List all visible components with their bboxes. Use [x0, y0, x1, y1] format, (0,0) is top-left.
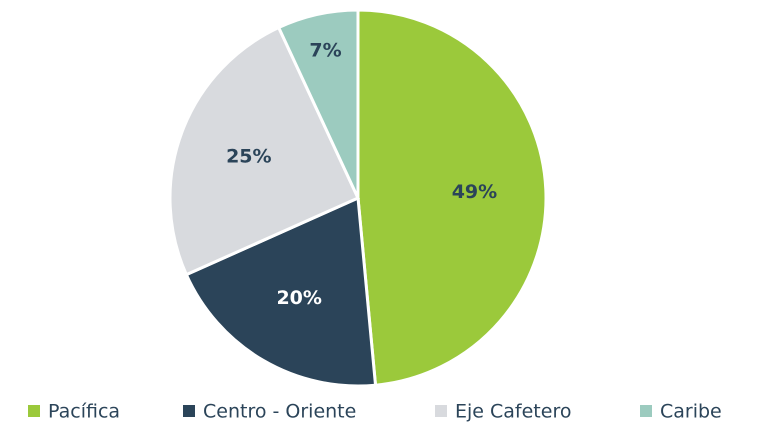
pie-slice [356, 8, 548, 387]
legend-swatch [640, 405, 652, 417]
legend-swatch [28, 405, 40, 417]
data-label: 49% [452, 181, 497, 203]
pie-slice [276, 8, 360, 199]
legend-label: Caribe [660, 401, 722, 423]
legend-label: Pacífica [48, 401, 120, 423]
legend-label: Eje Cafetero [455, 401, 571, 423]
legend-swatch [435, 405, 447, 417]
pie-slice [184, 195, 378, 388]
data-label: 25% [226, 146, 271, 168]
pie-slice [168, 25, 361, 277]
data-label: 7% [309, 40, 341, 62]
data-label: 20% [276, 287, 321, 309]
legend-swatch [183, 405, 195, 417]
legend-label: Centro - Oriente [203, 401, 356, 423]
